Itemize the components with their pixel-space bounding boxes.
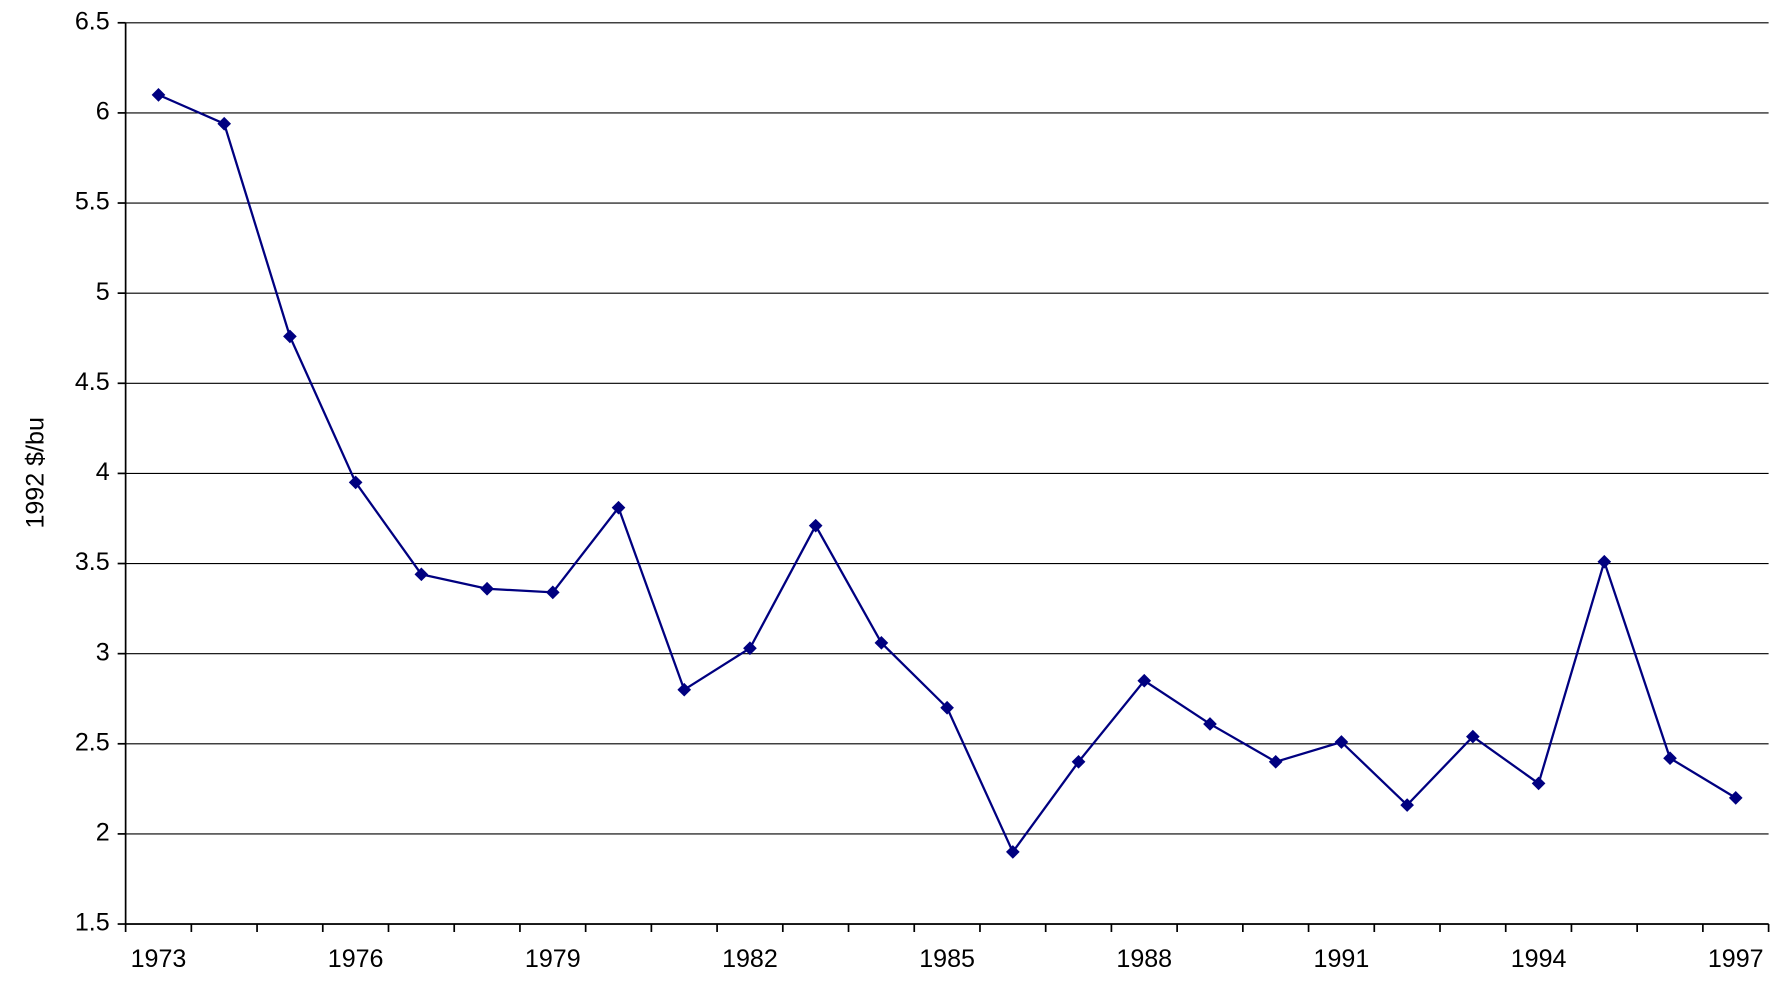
marker — [940, 700, 954, 715]
marker — [1203, 717, 1217, 731]
y-tick-label: 3 — [96, 638, 110, 666]
x-tick-label: 1994 — [1511, 945, 1567, 973]
y-axis-title: 1992 $/bu — [21, 417, 49, 528]
x-tick-label: 1973 — [131, 945, 187, 973]
marker — [414, 567, 429, 582]
x-tick-label: 1976 — [328, 945, 384, 973]
y-tick-label: 5 — [96, 278, 110, 306]
marker — [677, 682, 692, 697]
marker — [808, 518, 823, 533]
marker — [151, 88, 166, 102]
marker — [480, 581, 494, 596]
marker — [1597, 554, 1612, 569]
y-tick-label: 5.5 — [75, 188, 110, 216]
x-tick-label: 1979 — [525, 945, 581, 973]
marker — [1663, 751, 1677, 766]
y-tick-label: 6.5 — [75, 7, 110, 35]
y-tick-label: 6 — [96, 98, 110, 126]
marker — [1268, 754, 1283, 769]
y-tick-label: 4.5 — [75, 368, 110, 396]
y-tick-label: 4 — [96, 458, 110, 486]
marker — [1728, 791, 1743, 805]
x-tick-label: 1982 — [722, 945, 778, 973]
marker — [1466, 729, 1480, 744]
y-tick-label: 3.5 — [75, 548, 110, 576]
y-tick-label: 2.5 — [75, 728, 110, 756]
y-tick-label: 1.5 — [75, 909, 110, 937]
x-tick-label: 1991 — [1314, 945, 1370, 973]
marker — [283, 329, 297, 344]
marker — [743, 641, 757, 656]
x-tick-label: 1997 — [1708, 945, 1764, 973]
x-tick-label: 1988 — [1116, 945, 1172, 973]
marker — [348, 475, 363, 490]
x-tick-label: 1985 — [919, 945, 975, 973]
marker — [217, 116, 232, 131]
y-tick-label: 2 — [96, 819, 110, 847]
